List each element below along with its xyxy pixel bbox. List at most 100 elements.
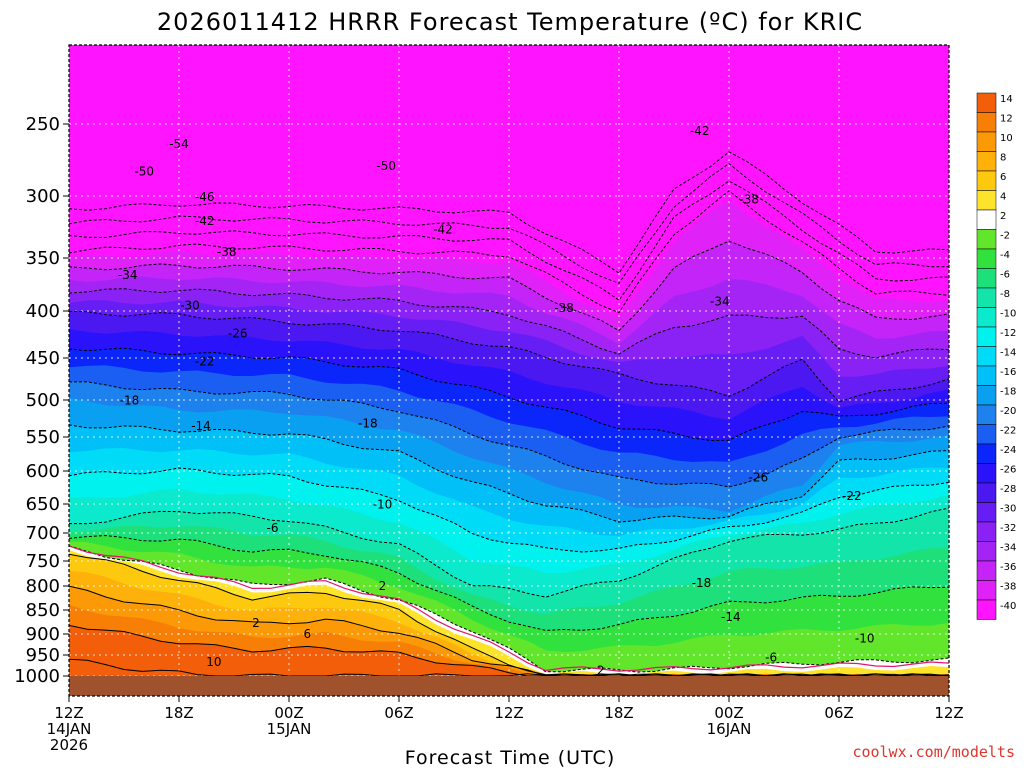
contour-line bbox=[69, 310, 949, 403]
y-tick-label: 800 bbox=[26, 576, 60, 597]
colorbar-swatch bbox=[976, 541, 997, 562]
colorbar-swatch bbox=[976, 307, 997, 328]
colorbar-swatch bbox=[976, 170, 997, 191]
colorbar-label: -28 bbox=[1000, 484, 1016, 495]
colorbar-swatch bbox=[976, 502, 997, 523]
contour-line bbox=[69, 424, 949, 523]
contour-label: -18 bbox=[692, 576, 712, 590]
contour-label: -10 bbox=[855, 632, 875, 646]
colorbar-label: -14 bbox=[1000, 347, 1016, 358]
y-tick-label: 250 bbox=[26, 114, 60, 135]
y-tick-label: 600 bbox=[26, 461, 60, 482]
x-tick-label: 18Z bbox=[164, 704, 193, 722]
x-tick-label: 00Z bbox=[274, 704, 303, 722]
plot-area: -54 -50 -50 -46 -42 -42 -42 -38 -38 -38 -34 -34 -30 -… bbox=[69, 45, 949, 696]
contour-line bbox=[69, 151, 949, 274]
colorbar-label: -2 bbox=[1000, 230, 1010, 241]
contour-line bbox=[69, 347, 949, 442]
x-tick-label: 06Z bbox=[384, 704, 413, 722]
colorbar-swatch bbox=[976, 580, 997, 601]
colorbar-label: -6 bbox=[1000, 269, 1010, 280]
colorbar-label: -40 bbox=[1000, 601, 1016, 612]
y-tick-label: 450 bbox=[26, 348, 60, 369]
colorbar-swatch bbox=[976, 560, 997, 581]
colorbar-label: -36 bbox=[1000, 562, 1016, 573]
x-tick-label: 12Z bbox=[494, 704, 523, 722]
contour-label: -18 bbox=[120, 394, 140, 408]
x-tick-label: 16JAN bbox=[707, 720, 752, 738]
colorbar-swatch bbox=[976, 326, 997, 347]
colorbar-label: -8 bbox=[1000, 289, 1010, 300]
colorbar-label: 8 bbox=[1000, 152, 1006, 163]
contour-label: -46 bbox=[195, 190, 215, 204]
colorbar-label: -38 bbox=[1000, 581, 1016, 592]
colorbar-label: -16 bbox=[1000, 367, 1016, 378]
y-tick-label: 300 bbox=[26, 186, 60, 207]
colorbar-label: 6 bbox=[1000, 172, 1006, 183]
contour-line bbox=[69, 180, 949, 301]
y-tick-label: 650 bbox=[26, 494, 60, 515]
contour-label: 6 bbox=[304, 627, 312, 641]
colorbar-label: 12 bbox=[1000, 113, 1013, 124]
contour-label: -22 bbox=[195, 354, 215, 368]
colorbar-label: -24 bbox=[1000, 445, 1016, 456]
x-tick-label: 14JAN bbox=[47, 720, 92, 738]
colorbar-label: 14 bbox=[1000, 94, 1013, 105]
colorbar-label: -12 bbox=[1000, 328, 1016, 339]
colorbar-swatch bbox=[976, 443, 997, 464]
x-tick-label: 12Z bbox=[934, 704, 963, 722]
colorbar-swatch bbox=[976, 385, 997, 406]
colorbar: 14 12 10 8 6 4 2 -2 -4 -6 -8 -10 -12 -14 -16 -18 -20 -22 -… bbox=[976, 92, 1016, 620]
contour-label: -50 bbox=[134, 165, 154, 179]
contour-label: -18 bbox=[358, 417, 378, 431]
colorbar-label: -26 bbox=[1000, 464, 1016, 475]
contour-line bbox=[69, 288, 949, 359]
colorbar-swatch bbox=[976, 404, 997, 425]
colorbar-swatch bbox=[976, 151, 997, 172]
colorbar-label: -30 bbox=[1000, 503, 1016, 514]
contour-label: -38 bbox=[217, 245, 237, 259]
contour-label: -42 bbox=[433, 222, 453, 236]
y-tick-label: 900 bbox=[26, 624, 60, 645]
colorbar-label: -34 bbox=[1000, 542, 1016, 553]
colorbar-swatch bbox=[976, 268, 997, 289]
x-tick-label: 15JAN bbox=[267, 720, 312, 738]
colorbar-swatch bbox=[976, 92, 997, 113]
contour-label: 2 bbox=[597, 664, 605, 678]
contour-line bbox=[69, 381, 949, 488]
y-tick-label: 350 bbox=[26, 248, 60, 269]
contour-line bbox=[69, 507, 949, 598]
colorbar-swatch bbox=[976, 190, 997, 211]
chart-title: 2026011412 HRRR Forecast Temperature (ºC… bbox=[157, 8, 863, 36]
contour-line bbox=[69, 190, 949, 314]
contour-label: -22 bbox=[842, 489, 862, 503]
colorbar-label: 2 bbox=[1000, 211, 1006, 222]
contour-label: -38 bbox=[739, 193, 759, 207]
contour-label: -42 bbox=[690, 124, 710, 138]
x-tick-label: 06Z bbox=[824, 704, 853, 722]
colorbar-swatch bbox=[976, 131, 997, 152]
contour-line bbox=[69, 467, 949, 553]
y-tick-label: 1000 bbox=[14, 666, 60, 687]
contour-label: -14 bbox=[721, 610, 741, 624]
colorbar-swatch bbox=[976, 112, 997, 133]
contour-label: -6 bbox=[267, 521, 279, 535]
colorbar-label: 4 bbox=[1000, 191, 1006, 202]
y-tick-label: 400 bbox=[26, 301, 60, 322]
y-tick-label: 700 bbox=[26, 523, 60, 544]
x-tick-label: 18Z bbox=[604, 704, 633, 722]
colorbar-swatch bbox=[976, 482, 997, 503]
contour-label: -10 bbox=[373, 498, 393, 512]
colorbar-swatch bbox=[976, 346, 997, 367]
colorbar-label: -20 bbox=[1000, 406, 1016, 417]
contour-label: -38 bbox=[554, 301, 574, 315]
colorbar-swatch bbox=[976, 248, 997, 269]
contour-line bbox=[69, 545, 949, 673]
y-tick-label: 750 bbox=[26, 551, 60, 572]
colorbar-label: -18 bbox=[1000, 386, 1016, 397]
y-tick-label: 850 bbox=[26, 600, 60, 621]
contour-label: 10 bbox=[206, 655, 221, 669]
contour-line bbox=[69, 240, 949, 332]
y-tick-label: 500 bbox=[26, 390, 60, 411]
